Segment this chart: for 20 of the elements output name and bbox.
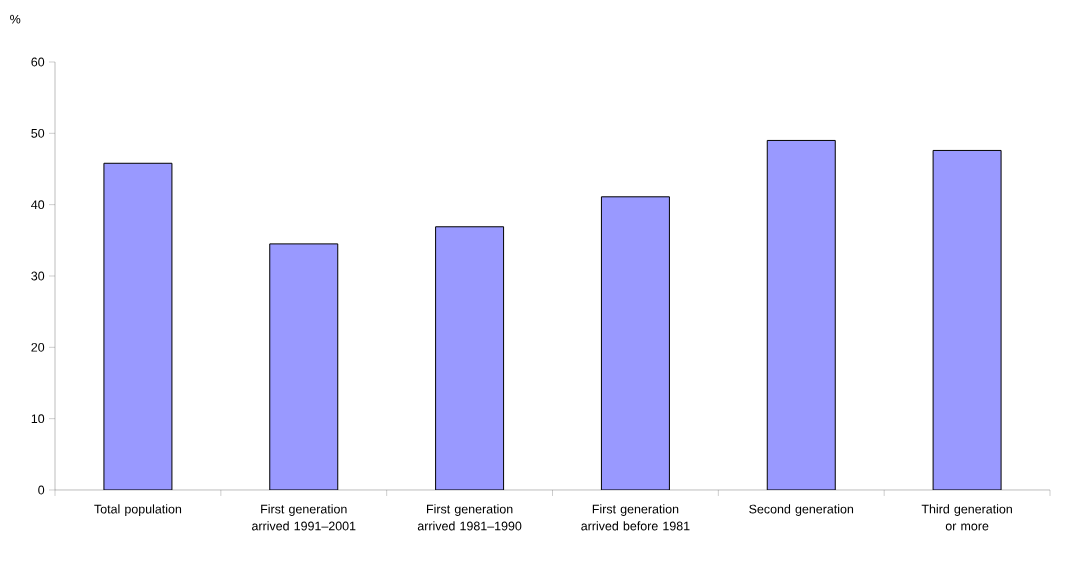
x-tick-label: Third generation or more	[921, 504, 1012, 531]
y-tick-label: 40	[31, 200, 45, 210]
bar	[932, 149, 1002, 490]
bar	[103, 162, 173, 490]
y-tick-label: 0	[38, 485, 45, 495]
y-tick-label: 10	[31, 414, 45, 424]
bar	[766, 139, 836, 490]
x-tick-label: First generation arrived 1981–1990	[417, 504, 522, 531]
bar	[269, 243, 339, 490]
y-tick-label: 50	[31, 128, 45, 138]
x-tick-label: Second generation	[749, 504, 854, 516]
y-tick-label: 60	[31, 57, 45, 67]
bar	[435, 226, 505, 490]
y-tick-label: 30	[31, 271, 45, 281]
x-tick-label: Total population	[94, 504, 182, 516]
y-tick-label: 20	[31, 342, 45, 352]
x-tick-label: First generation arrived before 1981	[581, 504, 690, 531]
bar	[600, 196, 670, 490]
x-tick-label: First generation arrived 1991–2001	[252, 504, 356, 531]
y-axis-title: %	[10, 14, 21, 24]
